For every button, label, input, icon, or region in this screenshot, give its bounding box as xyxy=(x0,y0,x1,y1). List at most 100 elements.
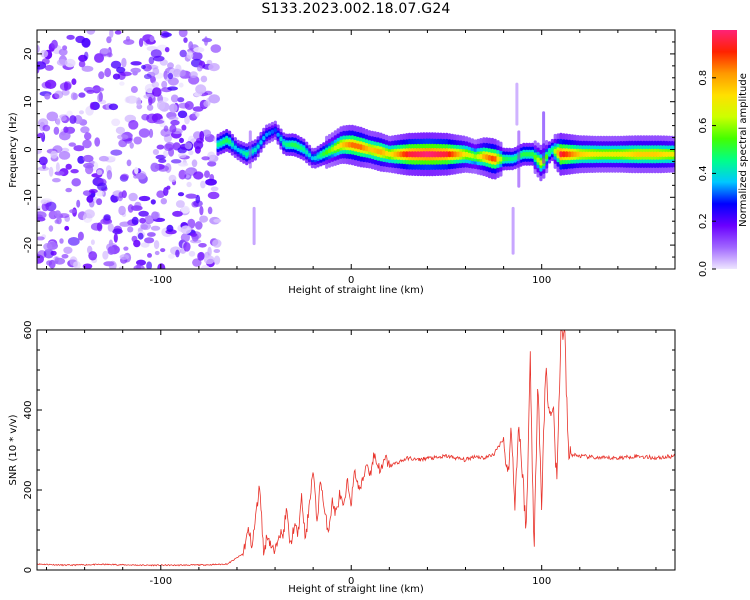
spectrogram-ridge-cell xyxy=(513,155,517,161)
spectrogram-noise-cell xyxy=(50,150,58,159)
spectrogram-noise-cell xyxy=(208,63,220,72)
spectrogram-noise-cell xyxy=(54,210,61,218)
spectrogram-x-tick-label: 0 xyxy=(348,275,354,286)
spectrogram-noise-cell xyxy=(166,224,174,232)
spectrogram-noise-cell xyxy=(144,237,155,244)
spectrogram-noise-cell xyxy=(163,150,169,158)
spectrogram-noise-cell xyxy=(169,103,178,113)
spectrogram-noise-cell xyxy=(160,128,172,137)
spectrogram-ridge-cell xyxy=(239,149,243,154)
spectrogram-ridge-cell xyxy=(367,146,372,152)
spectrogram-ridge-cell xyxy=(293,142,297,148)
spectrogram-noise-cell xyxy=(97,93,102,103)
spectrogram-noise-cell xyxy=(63,126,69,133)
spectrogram-noise-cell xyxy=(96,169,103,176)
spectrogram-noise-cell xyxy=(64,225,70,231)
spectrogram-ridge-cell xyxy=(399,151,403,158)
colorbar-label: Normalized spectral amplitude xyxy=(738,73,749,227)
spectrogram-noise-cell xyxy=(207,206,213,215)
spectrogram-ridge-cell xyxy=(522,152,526,157)
spectrogram-ridge-cell xyxy=(625,151,629,157)
spectrogram-ridge-cell xyxy=(656,151,660,157)
spectrogram-noise-cell xyxy=(72,261,78,268)
spectrogram-ridge-cell xyxy=(402,151,406,158)
spectrogram-noise-cell xyxy=(202,129,212,137)
spectrogram-ridge-cell xyxy=(307,153,312,158)
spectrogram-noise-cell xyxy=(84,132,92,141)
spectrogram-ridge-cell xyxy=(259,140,263,145)
spectrogram-ridge-cell xyxy=(502,156,506,162)
spectrogram-noise-cell xyxy=(192,106,204,112)
spectrogram-noise-cell xyxy=(78,92,86,98)
spectrogram-noise-cell xyxy=(135,172,147,180)
spectrogram-noise-cell xyxy=(195,84,207,95)
spectrogram-noise-cell xyxy=(54,257,66,265)
spectrogram-noise-cell xyxy=(199,130,205,141)
spectrogram-ridge-cell xyxy=(627,151,632,157)
colorbar-ticks: 0.0 0.2 0.4 0.6 0.8 xyxy=(698,70,716,277)
spectrogram-ridge-cell xyxy=(407,151,412,158)
spectrogram-noise-cell xyxy=(138,210,149,217)
spectrogram-noise-cell xyxy=(155,154,166,160)
spectrogram-noise-cell xyxy=(207,191,220,200)
spectrogram-ridge-cell xyxy=(496,156,500,162)
spectrogram-ridge-cell xyxy=(662,151,666,157)
spectrogram-noise-cell xyxy=(147,232,156,237)
spectrogram-noise-cell xyxy=(201,265,210,269)
spectrogram-noise-cell xyxy=(104,67,112,78)
spectrogram-x-label: Height of straight line (km) xyxy=(288,285,424,296)
spectrogram-noise-cell xyxy=(148,56,155,65)
spectrogram-noise-cell xyxy=(108,103,119,111)
spectrogram-noise-cell xyxy=(150,162,160,172)
spectrogram-ridge-cell xyxy=(550,147,554,153)
spectrogram-noise-cell xyxy=(66,110,73,118)
spectrogram-ridge-cell xyxy=(536,157,540,163)
spectrogram-noise-cell xyxy=(167,62,174,69)
spectrogram-noise-cell xyxy=(184,142,193,150)
spectrogram-ridge-cell xyxy=(467,152,472,158)
spectrogram-ridge-cell xyxy=(439,151,443,158)
spectrogram-noise-cell xyxy=(177,192,185,197)
spectrogram-noise-cell xyxy=(94,53,104,63)
spectrogram-streak xyxy=(248,130,252,169)
spectrogram-noise-cell xyxy=(44,79,57,90)
spectrogram-noise-cell xyxy=(126,159,132,167)
spectrogram-ridge-cell xyxy=(305,150,309,155)
spectrogram-noise-cell xyxy=(58,151,71,160)
colorbar-tick-label: 0.0 xyxy=(698,261,709,277)
spectrogram-noise-cell xyxy=(112,73,121,80)
spectrogram-noise-cell xyxy=(213,249,221,253)
spectrogram-ridge-cell xyxy=(602,151,606,157)
spectrogram-noise-cell xyxy=(86,195,94,203)
spectrogram-noise-cell xyxy=(150,49,162,58)
spectrogram-noise-cell xyxy=(64,58,76,68)
spectrogram-noise-cell xyxy=(78,60,86,68)
spectrogram-noise-cell xyxy=(179,69,187,79)
spectrogram-noise-cell xyxy=(189,71,198,78)
spectrogram-noise-cell xyxy=(157,100,166,110)
spectrogram-noise-cell xyxy=(86,30,96,35)
spectrogram-ridge-cell xyxy=(385,150,389,157)
spectrogram-ridge-cell xyxy=(330,147,334,152)
spectrogram-noise-cell xyxy=(150,225,161,231)
spectrogram-ridge-cell xyxy=(482,153,486,160)
spectrogram-ridge-cell xyxy=(327,148,332,154)
spectrogram-noise-cell xyxy=(188,75,200,85)
spectrogram-noise-cell xyxy=(37,236,45,241)
spectrogram-y-tick-label: 0 xyxy=(23,146,34,152)
spectrogram-ridge-cell xyxy=(310,156,314,161)
spectrogram-noise-cell xyxy=(73,145,85,152)
spectrogram-noise-cell xyxy=(184,169,195,176)
spectrogram-noise-cell xyxy=(166,185,171,190)
spectrogram-ridge-cell xyxy=(530,152,534,157)
chart-title: S133.2023.002.18.07.G24 xyxy=(261,1,451,17)
spectrogram-ridge-cell xyxy=(485,154,489,160)
spectrogram-ridge-cell xyxy=(313,156,317,161)
spectrogram-noise-cell xyxy=(97,182,108,191)
spectrogram-ridge-cell xyxy=(562,151,566,158)
spectrogram-noise-cell xyxy=(207,161,217,167)
spectrogram-noise-cell xyxy=(177,97,185,103)
spectrogram-noise-cell xyxy=(181,124,187,131)
spectrogram-ridge-cell xyxy=(265,132,269,137)
